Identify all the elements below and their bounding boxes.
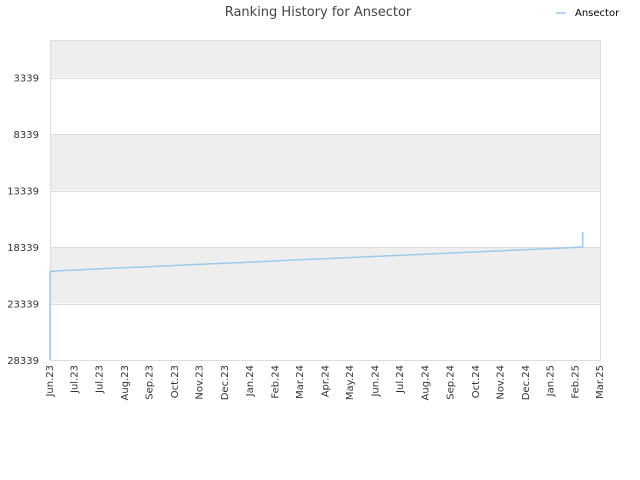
x-tick-label: Jun.24	[371, 365, 382, 398]
x-tick-label: Aug.24	[421, 365, 432, 400]
y-tick-label: 3339	[14, 74, 39, 85]
x-tick-label: Oct.24	[471, 365, 482, 398]
x-tick-label: Dec.24	[521, 365, 532, 400]
series-line-ansector	[49, 232, 584, 360]
x-tick-label: Nov.23	[195, 365, 206, 400]
x-tick-label: Feb.24	[270, 365, 281, 399]
plot-band	[50, 303, 600, 360]
x-tick-label: Apr.24	[320, 365, 331, 397]
y-axis-ticks: 3339 8339 13339 18339 23339 28339	[7, 74, 39, 367]
x-tick-label: Jan.24	[245, 365, 256, 397]
x-tick-label: Nov.24	[496, 365, 507, 400]
x-tick-label: Mar.25	[595, 365, 606, 399]
x-tick-label: Jan.25	[546, 365, 557, 397]
x-tick-label: May.24	[345, 365, 356, 400]
x-tick-label: Jul.23	[70, 365, 81, 394]
plot-band	[50, 247, 600, 304]
plot-band	[50, 134, 600, 191]
x-tick-label: Jul.24	[395, 365, 406, 394]
x-tick-label: Jun.23	[45, 365, 56, 398]
y-tick-label: 28339	[7, 356, 39, 367]
plot-band	[50, 40, 600, 78]
legend-label-ansector: Ansector	[575, 8, 620, 19]
plot-band	[50, 77, 600, 135]
x-tick-label: Sep.24	[445, 365, 456, 400]
x-tick-label: Mar.24	[295, 365, 306, 399]
x-axis-ticks: Jun.23 Jul.23 Jul.23 Aug.23 Sep.23 Oct.23 Nov.…	[45, 365, 606, 400]
y-tick-label: 8339	[14, 130, 39, 141]
y-tick-label: 13339	[7, 187, 39, 198]
y-tick-label: 18339	[7, 243, 39, 254]
x-tick-label: Feb.25	[570, 365, 581, 399]
x-tick-label: Oct.23	[170, 365, 181, 398]
x-tick-label: Jul.23	[94, 365, 105, 394]
x-tick-label: Sep.23	[144, 365, 155, 400]
legend[interactable]: Ansector	[556, 8, 620, 19]
x-tick-label: Aug.23	[120, 365, 131, 400]
plot-bands	[50, 40, 600, 360]
grid-lines	[50, 78, 600, 361]
x-tick-label: Dec.23	[220, 365, 231, 400]
plot-band	[50, 190, 600, 248]
y-tick-label: 23339	[7, 300, 39, 311]
chart-title: Ranking History for Ansector	[225, 5, 412, 20]
series-layer	[49, 232, 584, 360]
